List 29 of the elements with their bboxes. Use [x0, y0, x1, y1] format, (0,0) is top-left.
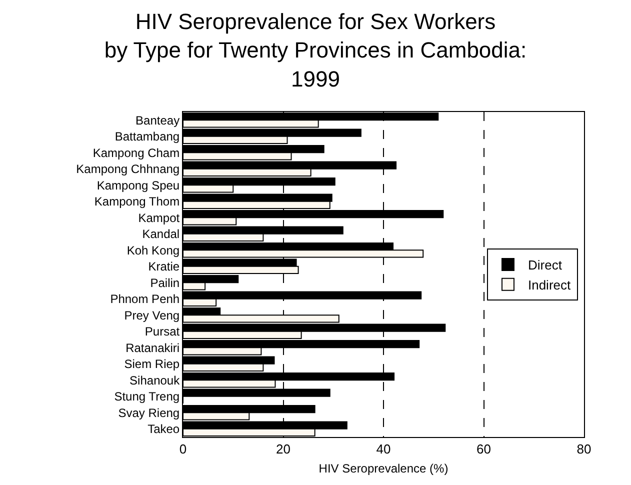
y-tick-label: Svay Rieng: [118, 406, 180, 420]
y-tick-label: Kampong Cham: [92, 146, 180, 160]
legend-label: Indirect: [528, 277, 572, 292]
y-tick-label: Kampong Speu: [96, 178, 180, 192]
legend-label: Direct: [528, 258, 562, 273]
x-tick-label: 40: [376, 442, 391, 457]
y-tick-label: Sihanouk: [130, 373, 181, 388]
y-tick-label: Pursat: [144, 324, 180, 339]
y-tick-label: Kandal: [142, 227, 180, 242]
y-tick-label: Banteay: [136, 113, 180, 128]
y-tick-label: Ratanakiri: [126, 340, 180, 355]
chart-title: HIV Seroprevalence for Sex Workers by Type for Twenty Provinces in Cambodia: 1999: [104, 9, 527, 92]
x-tick-label: 0: [179, 442, 187, 457]
y-tick-label: Pailin: [150, 276, 180, 290]
y-tick-label: Takeo: [148, 422, 180, 436]
y-tick-label: Siem Riep: [124, 357, 180, 372]
y-tick-label: Kampong Thom: [94, 194, 180, 209]
y-tick-label: Prey Veng: [124, 308, 180, 322]
x-tick-label: 20: [276, 442, 290, 457]
y-tick-label: Phnom Penh: [110, 292, 180, 306]
y-tick-label: Kampot: [138, 210, 180, 225]
y-tick-label: Kampong Chhnang: [76, 162, 180, 176]
y-tick-label: Kratie: [148, 260, 180, 274]
x-axis-title: HIV Seroprevalence (%): [318, 462, 448, 476]
y-tick-label: Koh Kong: [126, 243, 180, 258]
x-tick-label: 60: [476, 442, 491, 457]
y-tick-label: Stung Treng: [114, 390, 180, 404]
y-tick-label: Battambang: [114, 130, 180, 144]
x-tick-label: 80: [576, 442, 592, 457]
